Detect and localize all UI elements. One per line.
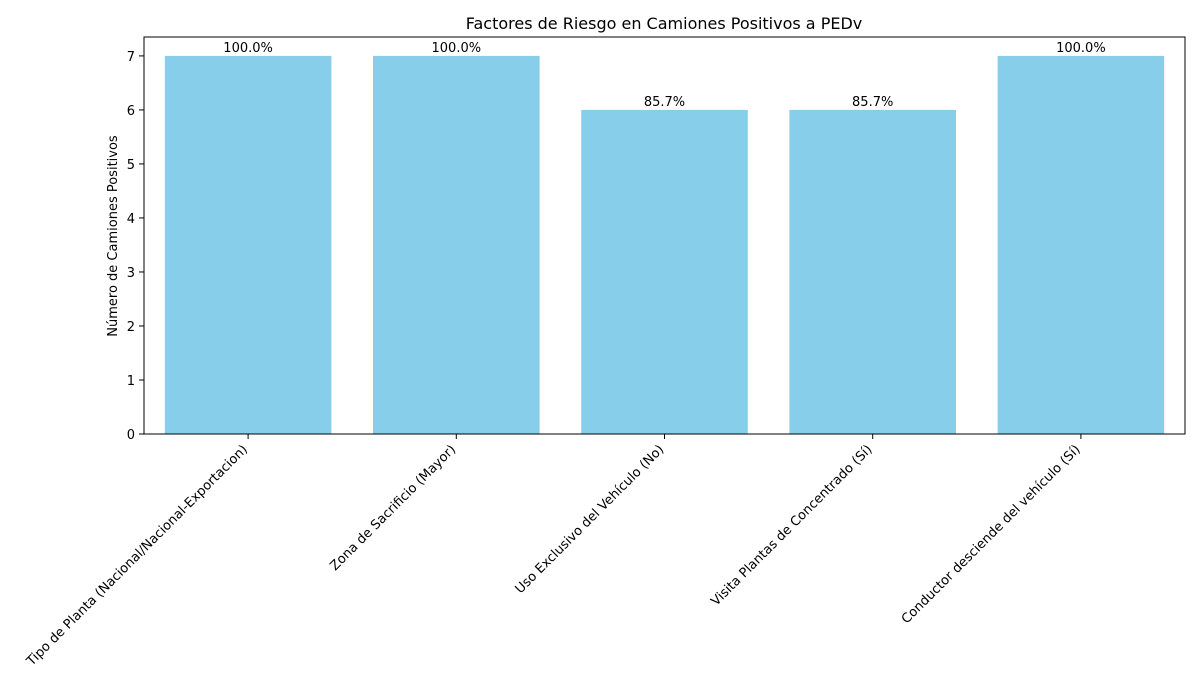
bar-data-label: 85.7% [852,95,893,110]
y-tick-label: 5 [127,158,135,173]
bar-data-label: 100.0% [1056,41,1106,56]
x-tick-label: Visita Plantas de Concentrado (Sí) [708,442,875,609]
y-tick-label: 4 [127,212,135,227]
y-tick-label: 7 [127,50,135,65]
x-tick-label: Zona de Sacrificio (Mayor) [327,442,459,574]
x-tick-label: Tipo de Planta (Nacional/Nacional-Export… [23,442,251,670]
y-axis-label: Número de Camiones Positivos [106,135,121,337]
bar [997,55,1165,435]
bars-group: 100.0% 100.0% 85.7% 85.7% 100.0% [164,41,1165,435]
y-tick-label: 0 [127,428,135,443]
bar-data-label: 85.7% [644,95,685,110]
plot-frame [143,36,1186,435]
bar [581,109,748,434]
bar [164,55,332,435]
y-tick-label: 1 [127,374,135,389]
x-axis: Tipo de Planta (Nacional/Nacional-Export… [23,434,1084,670]
bar-data-label: 100.0% [432,41,482,56]
x-tick-label: Conductor desciende del vehículo (Sí) [899,442,1084,627]
y-tick-label: 2 [127,320,135,335]
y-tick-label: 6 [127,104,135,119]
y-axis: 0 1 2 3 4 5 6 7 [127,50,144,443]
bar [373,55,540,435]
bar-data-label: 100.0% [223,41,273,56]
y-tick-label: 3 [127,266,135,281]
x-tick-label: Uso Exclusivo del Vehículo (No) [513,442,668,597]
bar [789,109,956,434]
chart-title: Factores de Riesgo en Camiones Positivos… [466,14,863,33]
